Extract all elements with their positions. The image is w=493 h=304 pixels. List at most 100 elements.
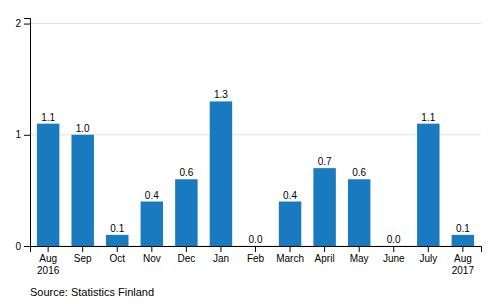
grid	[30, 24, 481, 246]
bar	[279, 202, 301, 246]
x-tick-mark	[290, 246, 291, 252]
y-axis-line	[24, 19, 31, 247]
x-tick-label: March	[276, 253, 304, 264]
bar	[210, 101, 232, 246]
x-tick: July	[419, 246, 437, 264]
x-tick-mark	[462, 246, 463, 252]
x-tick-label-line: Oct	[109, 253, 125, 264]
x-tick: Oct	[109, 246, 125, 264]
data-label: 0.1	[456, 223, 470, 234]
bar	[417, 124, 439, 246]
x-tick-label: Sep	[74, 253, 92, 264]
plot-area: 012Aug2016SepOctNovDecJanFebMarchAprilMa…	[15, 18, 481, 275]
data-label: 0.7	[318, 156, 332, 167]
bar	[37, 124, 59, 246]
x-tick-label: May	[350, 253, 369, 264]
x-tick-label: Aug2016	[37, 253, 60, 276]
x-tick: May	[350, 246, 369, 264]
x-tick-label-line: Jan	[213, 253, 229, 264]
x-tick-mark	[82, 246, 83, 252]
x-tick-label-line: Aug	[454, 253, 472, 264]
x-tick: March	[276, 246, 304, 264]
grid-line	[30, 23, 481, 24]
x-tick-mark	[255, 246, 256, 252]
x-tick-label-line: April	[315, 253, 335, 264]
data-label: 0.0	[387, 234, 401, 245]
x-tick-label-line: Aug	[39, 253, 57, 264]
data-labels: 1.1 1.0 0.1 0.4 0.6 1.3 0.0 0.4 0.7 0.6 0.0 1.1 0.1	[41, 89, 470, 245]
y-tick-mark	[24, 246, 30, 247]
bar	[348, 179, 370, 246]
data-label: 0.6	[352, 167, 366, 178]
bar	[106, 235, 128, 246]
x-tick-label-line: July	[419, 253, 437, 264]
x-tick-label: Oct	[109, 253, 125, 264]
data-label: 0.0	[249, 234, 263, 245]
x-tick-label-line: Feb	[247, 253, 265, 264]
chart-svg: 012Aug2016SepOctNovDecJanFebMarchAprilMa…	[0, 0, 493, 304]
x-axis: Aug2016SepOctNovDecJanFebMarchAprilMayJu…	[31, 246, 482, 276]
bars	[37, 101, 474, 246]
source-note: Source: Statistics Finland	[30, 286, 154, 298]
y-tick-label: 1	[15, 129, 21, 140]
x-tick-mark	[359, 246, 360, 252]
data-label: 1.1	[421, 112, 435, 123]
bar	[452, 235, 474, 246]
x-tick-label: Dec	[177, 253, 195, 264]
x-tick-label-line: Dec	[177, 253, 195, 264]
x-tick-label: Feb	[247, 253, 265, 264]
x-tick-label: June	[383, 253, 405, 264]
x-tick: Feb	[247, 246, 265, 264]
x-tick: June	[383, 246, 405, 264]
bar	[383, 246, 405, 247]
data-label: 0.4	[283, 190, 297, 201]
bar	[313, 168, 335, 246]
x-tick-label-line: March	[276, 253, 304, 264]
x-tick-label: April	[315, 253, 335, 264]
x-tick-mark	[220, 246, 221, 252]
data-label: 0.1	[110, 223, 124, 234]
x-tick-mark	[151, 246, 152, 252]
x-tick-mark	[428, 246, 429, 252]
bar	[141, 202, 163, 246]
x-tick-label: Aug2017	[452, 253, 475, 276]
x-tick-label: Jan	[213, 253, 229, 264]
x-tick: Jan	[213, 246, 229, 264]
y-tick: 2	[15, 18, 30, 29]
x-tick-mark	[393, 246, 394, 252]
y-tick-label: 0	[15, 241, 21, 252]
x-tick: Aug2016	[37, 246, 60, 276]
data-label: 1.3	[214, 89, 228, 100]
data-label: 0.6	[179, 167, 193, 178]
x-tick-label-line: 2016	[37, 265, 60, 276]
y-tick: 1	[15, 129, 30, 140]
x-axis-line	[31, 247, 482, 253]
data-label: 1.1	[41, 112, 55, 123]
y-tick-mark	[24, 135, 30, 136]
data-label: 1.0	[76, 123, 90, 134]
x-tick-mark	[117, 246, 118, 252]
x-tick: Sep	[74, 246, 92, 264]
x-tick-label-line: May	[350, 253, 369, 264]
y-axis: 0 1 2	[15, 18, 30, 251]
x-tick: Nov	[143, 246, 161, 264]
x-tick: Dec	[177, 246, 195, 264]
x-tick-mark	[186, 246, 187, 252]
bar	[71, 135, 93, 246]
x-tick: April	[315, 246, 335, 264]
y-tick: 0	[15, 241, 30, 252]
bar	[244, 246, 266, 247]
x-tick-label: Nov	[143, 253, 161, 264]
x-tick-label-line: Sep	[74, 253, 92, 264]
x-tick-label-line: June	[383, 253, 405, 264]
grid-line	[30, 134, 481, 135]
x-tick-label-line: Nov	[143, 253, 161, 264]
x-tick: Aug2017	[452, 246, 475, 276]
x-tick-label: July	[419, 253, 437, 264]
x-tick-mark	[48, 246, 49, 252]
data-label: 0.4	[145, 190, 159, 201]
x-tick-mark	[324, 246, 325, 252]
bar	[175, 179, 197, 246]
x-tick-label-line: 2017	[452, 265, 475, 276]
y-tick-label: 2	[15, 18, 21, 29]
